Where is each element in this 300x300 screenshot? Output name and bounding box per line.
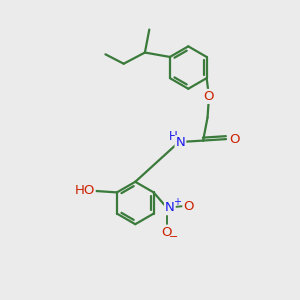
Text: O: O <box>229 133 240 146</box>
Text: −: − <box>169 232 178 242</box>
Text: O: O <box>204 90 214 103</box>
Text: HO: HO <box>74 184 95 197</box>
Text: N: N <box>176 136 185 149</box>
Text: O: O <box>162 226 172 239</box>
Text: O: O <box>183 200 194 213</box>
Text: N: N <box>165 201 175 214</box>
Text: H: H <box>169 130 178 143</box>
Text: +: + <box>173 197 181 207</box>
